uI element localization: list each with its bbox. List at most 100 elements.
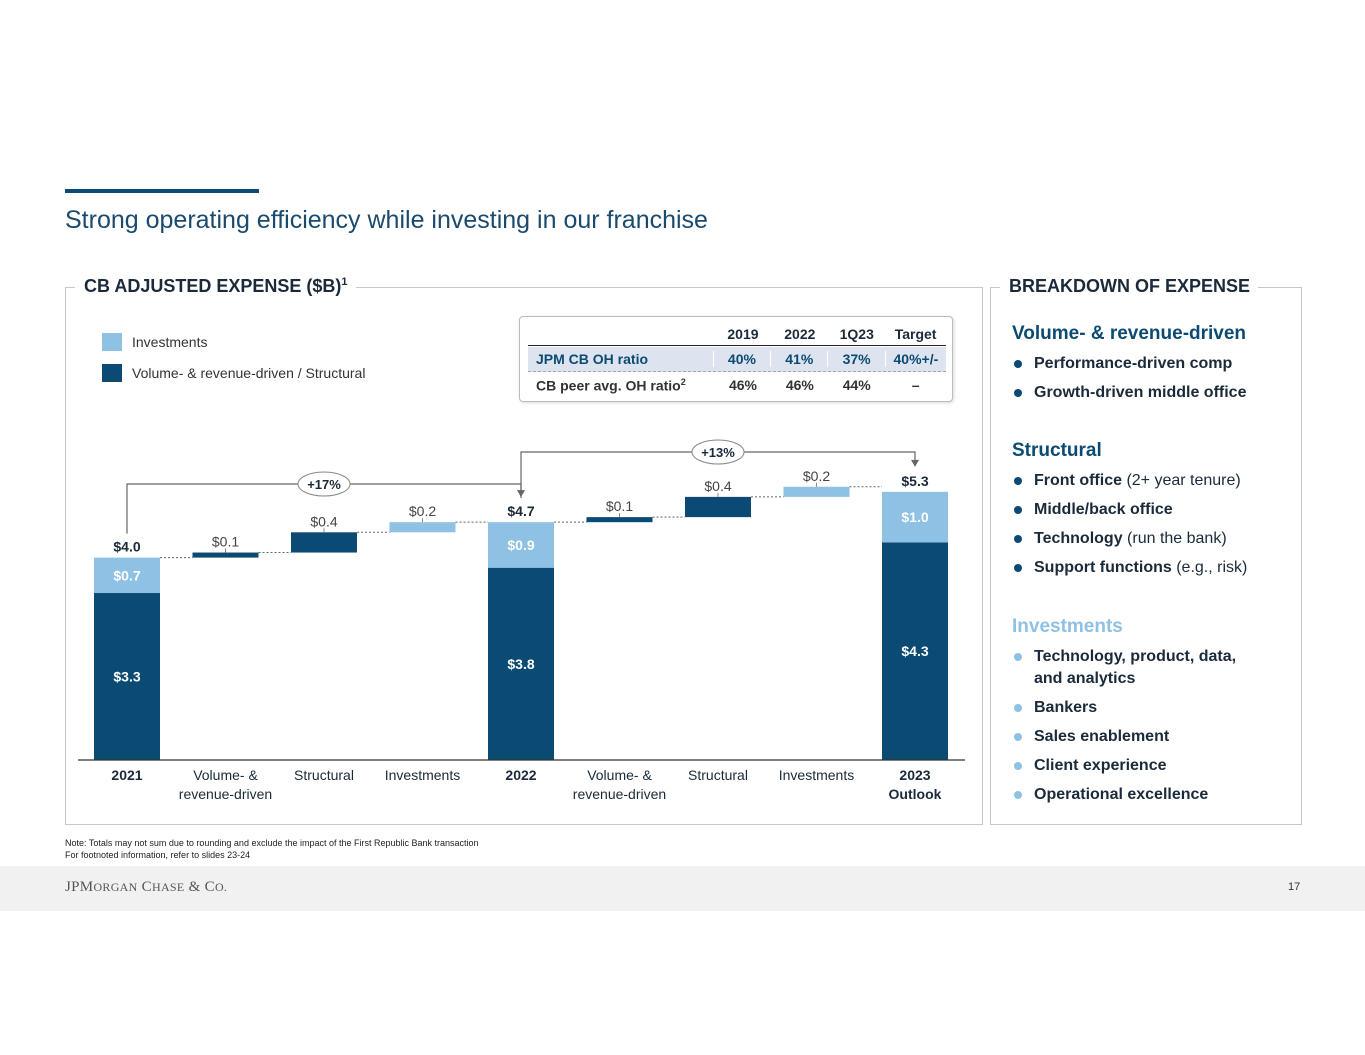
- breakdown-item: Sales enablement: [1034, 726, 1169, 748]
- bar-segment-core: [882, 542, 948, 760]
- bullet-dot: [1014, 564, 1022, 572]
- oh-row-peer: CB peer avg. OH ratio2 46% 46% 44% –: [528, 373, 946, 397]
- x-tick-label: Structural: [294, 767, 354, 783]
- bar-step: [586, 517, 653, 523]
- data-label-core: $3.3: [113, 669, 140, 685]
- bullet-dot: [1014, 389, 1022, 397]
- x-tick-label: 2021: [111, 767, 142, 783]
- legend-swatch-investments: [102, 332, 122, 351]
- breakdown-item-bold: Middle/back office: [1034, 501, 1173, 518]
- bar-step: [783, 486, 850, 497]
- breakdown-item: Performance-driven comp: [1034, 353, 1232, 375]
- legend-swatch-core: [102, 363, 122, 382]
- breakdown-item-bold: Growth-driven middle office: [1034, 384, 1247, 401]
- bullet-dot: [1014, 791, 1022, 799]
- breakdown-item-bold: Sales enablement: [1034, 728, 1170, 745]
- growth-arrowhead: [911, 459, 919, 467]
- footnote-reference: For footnoted information, refer to slid…: [65, 850, 251, 860]
- bullet-dot: [1014, 360, 1022, 368]
- breakdown-item-bold: and analytics: [1034, 670, 1136, 687]
- data-label-step: $0.4: [310, 513, 337, 529]
- bar-segment-core: [94, 593, 160, 760]
- x-tick-label: Investments: [385, 767, 460, 783]
- oh-header-2019: 2019: [727, 326, 759, 342]
- data-label-step: $0.2: [409, 503, 436, 519]
- bar-step: [685, 496, 751, 518]
- bar-segment-core: [488, 567, 554, 760]
- x-tick-label: revenue-driven: [573, 786, 666, 802]
- legend-item-core: Volume- & revenue-driven / Structural: [102, 357, 365, 388]
- bullet-dot: [1014, 704, 1022, 712]
- breakdown-item-bold: Support functions: [1034, 559, 1172, 576]
- title-accent-rule: [65, 189, 259, 193]
- breakdown-item-bold: Technology, product, data,: [1034, 648, 1237, 665]
- oh-row-jpm: JPM CB OH ratio 40% 41% 37% 40%+/-: [528, 347, 946, 372]
- legend-label-investments: Investments: [132, 333, 208, 350]
- data-label-total: $5.3: [901, 473, 928, 489]
- oh-cell: 41%: [770, 351, 827, 367]
- breakdown-section-title: Structural: [1012, 440, 1102, 461]
- breakdown-item: Operational excellence: [1034, 784, 1208, 806]
- breakdown-item-bold: Front office: [1034, 472, 1122, 489]
- oh-cell: 46%: [728, 377, 757, 393]
- data-label-total: $4.0: [113, 539, 140, 555]
- oh-cell: –: [911, 377, 920, 393]
- oh-cell: 37%: [827, 351, 884, 367]
- bullet-dot: [1014, 733, 1022, 741]
- breakdown-item-detail: (2+ year tenure): [1122, 472, 1241, 489]
- breakdown-item-continued: and analytics: [1034, 668, 1135, 690]
- data-label-step: $0.4: [704, 478, 731, 494]
- data-label-investments: $0.7: [113, 567, 140, 583]
- growth-callout-label: +17%: [307, 477, 341, 492]
- growth-callout-label: +13%: [701, 445, 735, 460]
- oh-cell: 40%: [712, 351, 770, 367]
- x-tick-label: Volume- &: [587, 767, 652, 783]
- breakdown-item-detail: (run the bank): [1122, 530, 1227, 547]
- waterfall-chart: $3.3 $0.7 $4.0 2021 $0.1 Volume- & revenue-dri…: [78, 439, 965, 802]
- chart-legend: Investments Volume- & revenue-driven / S…: [102, 326, 365, 388]
- oh-cell: 40%+/-: [884, 351, 946, 367]
- page-title: Strong operating efficiency while invest…: [65, 206, 708, 234]
- oh-ratio-table: 2019 2022 1Q23 Target JPM CB OH ratio 40…: [519, 316, 953, 402]
- x-tick-label: Volume- &: [193, 767, 258, 783]
- legend-item-investments: Investments: [102, 326, 365, 357]
- x-tick-label: 2022: [505, 767, 536, 783]
- oh-row-peer-label: CB peer avg. OH ratio2: [528, 377, 715, 394]
- breakdown-item-bold: Operational excellence: [1034, 786, 1209, 803]
- data-label-total: $4.7: [507, 503, 534, 519]
- bar-segment-investments: [94, 557, 160, 594]
- footer-bar: [0, 866, 1365, 911]
- legend-label-core: Volume- & revenue-driven / Structural: [132, 364, 366, 381]
- breakdown-item-bold: Bankers: [1034, 699, 1098, 716]
- expense-chart-heading-text: CB ADJUSTED EXPENSE ($B): [84, 276, 342, 296]
- breakdown-item-bold: Technology: [1034, 530, 1123, 547]
- breakdown-item: Technology, product, data,: [1034, 646, 1236, 668]
- footnote-note: Note: Totals may not sum due to rounding…: [65, 838, 479, 848]
- data-label-investments: $1.0: [901, 509, 928, 525]
- x-tick-label: Outlook: [889, 786, 942, 802]
- oh-row-peer-label-text: CB peer avg. OH ratio: [536, 377, 681, 394]
- breakdown-item: Technology (run the bank): [1034, 528, 1227, 550]
- breakdown-section-title: Investments: [1012, 616, 1123, 637]
- data-label-step: $0.2: [803, 468, 830, 484]
- bar-segment-investments: [882, 491, 948, 543]
- oh-header-2022: 2022: [784, 326, 816, 342]
- x-tick-label: revenue-driven: [179, 786, 272, 802]
- heading-footnote-marker: 1: [341, 276, 348, 288]
- expense-breakdown-panel: BREAKDOWN OF EXPENSE: [990, 276, 1302, 825]
- data-label-investments: $0.9: [507, 537, 534, 553]
- oh-row-jpm-label: JPM CB OH ratio: [528, 351, 713, 367]
- x-tick-label: Structural: [688, 767, 748, 783]
- growth-callout-bubble: [297, 471, 351, 497]
- bar-segment-investments: [488, 522, 554, 568]
- oh-row-jpm-label-text: JPM CB OH ratio: [536, 351, 649, 367]
- breakdown-item: Support functions (e.g., risk): [1034, 557, 1247, 579]
- data-label-step: $0.1: [606, 498, 633, 514]
- oh-table-header: 2019 2022 1Q23 Target: [528, 323, 946, 346]
- bullet-dot: [1014, 477, 1022, 485]
- oh-cell: 46%: [785, 377, 814, 393]
- breakdown-section-title: Volume- & revenue-driven: [1012, 323, 1247, 344]
- breakdown-heading: BREAKDOWN OF EXPENSE: [1000, 276, 1259, 297]
- data-label-core: $4.3: [901, 643, 928, 659]
- expense-chart-panel: CB ADJUSTED EXPENSE ($B)1: [65, 276, 983, 825]
